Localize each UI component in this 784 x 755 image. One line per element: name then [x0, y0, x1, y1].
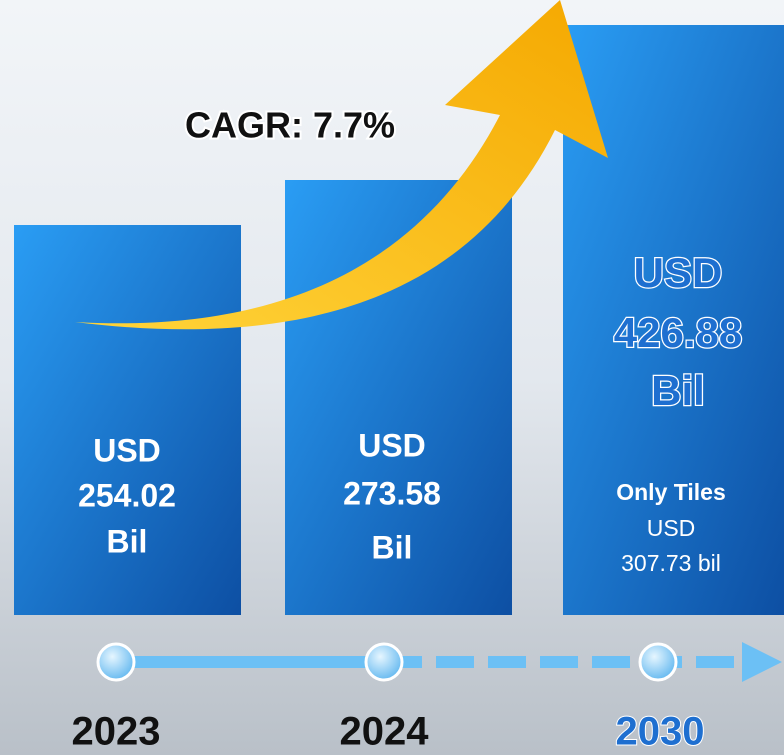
timeline-dot	[96, 642, 136, 682]
bar-note: Only Tiles	[616, 479, 726, 505]
bar-line: USD	[93, 432, 161, 468]
bar-line: USD	[358, 427, 426, 463]
cagr-label: CAGR: 7.7%	[185, 105, 395, 146]
bar-line: USD	[634, 249, 723, 296]
year-label: 2024	[340, 710, 430, 754]
timeline-dot	[638, 642, 678, 682]
bar-line: 254.02	[78, 477, 176, 513]
timeline-arrowhead	[742, 642, 782, 682]
bar-note: 307.73 bil	[621, 550, 721, 576]
bar-2023	[14, 225, 241, 615]
bar-line: Bil	[651, 367, 705, 414]
bar-line: 273.58	[343, 475, 441, 511]
timeline-dot	[364, 642, 404, 682]
bar-line: 426.88	[614, 309, 742, 356]
year-label: 2023	[72, 710, 161, 754]
bar-note: USD	[647, 515, 696, 541]
growth-arrow	[75, 0, 608, 330]
bar-2030	[563, 25, 784, 615]
year-label: 2030	[616, 710, 705, 754]
bar-line: Bil	[107, 523, 148, 559]
bar-line: Bil	[372, 529, 413, 565]
